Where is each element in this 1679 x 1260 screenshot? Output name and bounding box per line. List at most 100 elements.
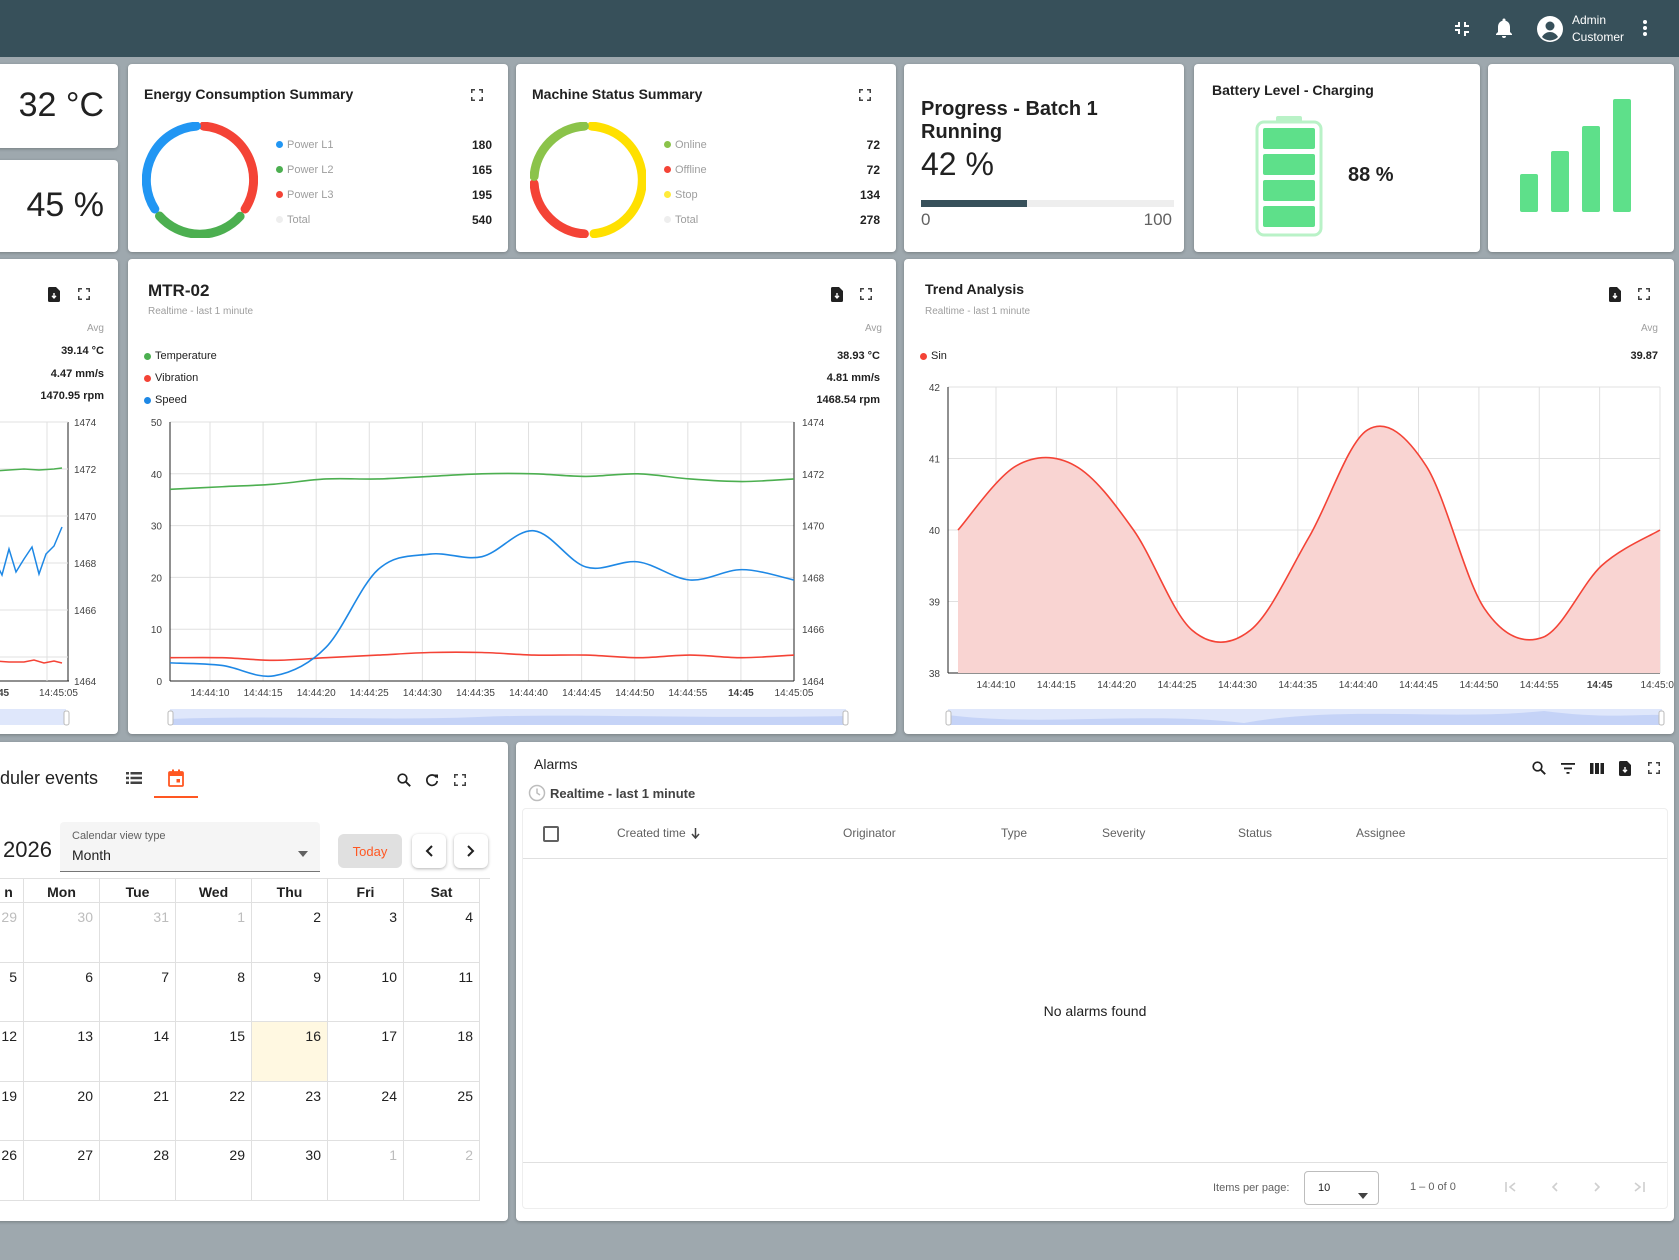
- columns-icon[interactable]: [1587, 758, 1607, 778]
- table-header: Created time Originator Type Severity St…: [523, 809, 1667, 859]
- calendar-day-cell[interactable]: 21: [100, 1081, 176, 1142]
- calendar-day-cell[interactable]: 29: [0, 903, 24, 963]
- items-per-page-select[interactable]: 10: [1304, 1171, 1379, 1205]
- fullscreen-icon[interactable]: [468, 86, 486, 104]
- search-icon[interactable]: [1529, 758, 1549, 778]
- top-bar: Admin Customer: [0, 0, 1679, 57]
- zoom-handle-right[interactable]: [842, 710, 849, 726]
- column-header-assignee[interactable]: Assignee: [1356, 826, 1406, 840]
- calendar-day-cell[interactable]: 20: [24, 1081, 100, 1142]
- calendar-day-cell[interactable]: 8: [176, 962, 252, 1023]
- calendar-view-select[interactable]: Calendar view type Month: [60, 822, 320, 872]
- legend-avg: 4.81 mm/s: [826, 372, 880, 384]
- user-info[interactable]: Admin Customer: [1572, 12, 1624, 46]
- more-vert-icon[interactable]: [1635, 16, 1655, 40]
- donut-segment-online: [530, 122, 589, 181]
- calendar-day-cell[interactable]: 15: [176, 1022, 252, 1082]
- calendar-day-cell[interactable]: 13: [24, 1022, 100, 1082]
- calendar-day-cell[interactable]: 30: [252, 1141, 328, 1201]
- series-line-sin: [957, 425, 1661, 643]
- list-view-icon[interactable]: [122, 766, 146, 790]
- series-line-temperature: [169, 472, 795, 491]
- x-axis-tick: 14:44:40: [509, 688, 548, 699]
- calendar-day-cell[interactable]: 2: [404, 1141, 480, 1201]
- calendar-day-cell[interactable]: 22: [176, 1081, 252, 1142]
- fullscreen-icon[interactable]: [450, 770, 470, 790]
- next-page-icon[interactable]: [1587, 1179, 1607, 1195]
- exit-fullscreen-icon[interactable]: [1450, 17, 1474, 41]
- filter-icon[interactable]: [1558, 758, 1578, 778]
- legend-avg: 1468.54 rpm: [816, 394, 880, 406]
- signal-bar: [1551, 151, 1569, 212]
- calendar-day-cell[interactable]: 3: [328, 903, 404, 963]
- calendar-day-cell[interactable]: 25: [404, 1081, 480, 1142]
- calendar-day-cell[interactable]: 12: [0, 1022, 24, 1082]
- calendar-day-cell[interactable]: 9: [252, 962, 328, 1023]
- calendar-day-cell[interactable]: 31: [100, 903, 176, 963]
- calendar-day-cell[interactable]: 7: [100, 962, 176, 1023]
- calendar-day-cell[interactable]: 24: [328, 1081, 404, 1142]
- export-icon[interactable]: [1606, 285, 1624, 303]
- calendar-day-cell[interactable]: 10: [328, 962, 404, 1023]
- calendar-day-cell[interactable]: 23: [252, 1081, 328, 1142]
- export-icon[interactable]: [828, 285, 846, 303]
- fullscreen-icon[interactable]: [857, 285, 875, 303]
- legend-label: Stop: [675, 188, 698, 201]
- prev-month-button[interactable]: [412, 834, 446, 868]
- calendar-view-icon[interactable]: [154, 760, 198, 798]
- fullscreen-icon[interactable]: [1635, 285, 1653, 303]
- export-icon[interactable]: [1615, 758, 1635, 778]
- humidity-card: 45 %: [0, 160, 118, 252]
- last-page-icon[interactable]: [1629, 1179, 1649, 1195]
- next-month-button[interactable]: [454, 834, 488, 868]
- zoom-handle-left[interactable]: [167, 710, 174, 726]
- axis-tick: 1468: [74, 559, 97, 570]
- first-page-icon[interactable]: [1501, 1179, 1521, 1195]
- zoom-handle-left[interactable]: [945, 710, 952, 726]
- column-header-severity[interactable]: Severity: [1102, 826, 1146, 840]
- select-all-checkbox[interactable]: [543, 826, 559, 842]
- column-header-type[interactable]: Type: [1001, 826, 1028, 840]
- prev-page-icon[interactable]: [1544, 1179, 1564, 1195]
- calendar-day-cell[interactable]: 26: [0, 1141, 24, 1201]
- zoom-handle-right[interactable]: [1658, 710, 1665, 726]
- calendar-day-cell[interactable]: 1: [328, 1141, 404, 1201]
- legend-row: Online 72: [664, 132, 880, 157]
- calendar-day-cell[interactable]: 4: [404, 903, 480, 963]
- x-axis-tick: 14:44:30: [1218, 680, 1257, 691]
- progress-value: 42 %: [921, 146, 994, 182]
- calendar-day-cell[interactable]: 18: [404, 1022, 480, 1082]
- dropdown-arrow-icon: [298, 844, 308, 862]
- column-header-originator[interactable]: Originator: [843, 826, 896, 840]
- account-icon[interactable]: [1535, 14, 1565, 44]
- y2-axis-tick: 1466: [802, 625, 825, 636]
- search-icon[interactable]: [394, 770, 414, 790]
- calendar-day-cell[interactable]: 16: [252, 1022, 328, 1082]
- calendar-day-cell[interactable]: 14: [100, 1022, 176, 1082]
- calendar-day-cell[interactable]: 28: [100, 1141, 176, 1201]
- x-axis-tick: 14:45:05: [1641, 680, 1674, 691]
- fullscreen-icon[interactable]: [856, 86, 874, 104]
- calendar-day-cell[interactable]: 30: [24, 903, 100, 963]
- series-line-vibration: [169, 651, 795, 662]
- calendar-day-cell[interactable]: 11: [404, 962, 480, 1023]
- energy-summary-card: Energy Consumption Summary Power L1 180 …: [128, 64, 508, 252]
- calendar-day-cell[interactable]: 2: [252, 903, 328, 963]
- fullscreen-icon[interactable]: [1644, 758, 1664, 778]
- calendar-day-cell[interactable]: 27: [24, 1141, 100, 1201]
- refresh-icon[interactable]: [422, 770, 442, 790]
- calendar-day-cell[interactable]: 29: [176, 1141, 252, 1201]
- fullscreen-icon[interactable]: [75, 285, 93, 303]
- export-icon[interactable]: [45, 285, 63, 303]
- axis-tick: 1464: [74, 677, 97, 688]
- column-header-created-time[interactable]: Created time: [617, 826, 700, 840]
- calendar-day-cell[interactable]: 17: [328, 1022, 404, 1082]
- timewindow[interactable]: Realtime - last 1 minute: [528, 784, 695, 802]
- column-header-status[interactable]: Status: [1238, 826, 1273, 840]
- calendar-day-cell[interactable]: 6: [24, 962, 100, 1023]
- bell-icon[interactable]: [1492, 16, 1516, 40]
- calendar-day-cell[interactable]: 19: [0, 1081, 24, 1142]
- calendar-day-cell[interactable]: 1: [176, 903, 252, 963]
- calendar-day-cell[interactable]: 5: [0, 962, 24, 1023]
- today-button[interactable]: Today: [338, 834, 402, 868]
